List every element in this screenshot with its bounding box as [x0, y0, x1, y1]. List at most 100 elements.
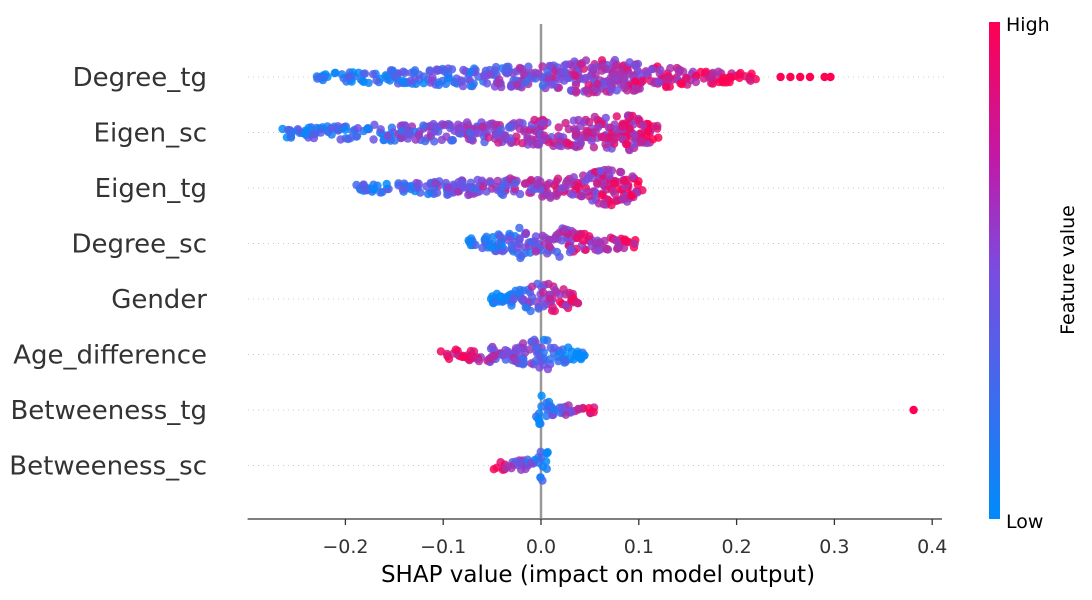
shap-dot: [554, 123, 563, 132]
shap-dot: [545, 294, 555, 303]
shap-dot: [362, 186, 371, 195]
shap-dot: [383, 75, 392, 84]
shap-dot: [527, 282, 537, 291]
shap-dot: [304, 123, 313, 133]
colorbar: High Low Feature value: [989, 14, 1079, 533]
feature-label: Eigen_tg: [95, 174, 207, 204]
shap-dot: [518, 360, 528, 369]
shap-dot: [502, 350, 511, 359]
shap-dot: [564, 401, 573, 410]
shap-dot: [478, 182, 488, 191]
shap-dot: [589, 143, 599, 152]
shap-dot: [521, 303, 530, 312]
shap-dot: [411, 135, 420, 144]
shap-dot: [458, 81, 468, 91]
shap-dot: [428, 73, 437, 82]
shap-dot: [465, 67, 475, 77]
shap-dot: [442, 132, 451, 141]
shap-dot: [585, 117, 594, 127]
shap-outlier-dot: [786, 72, 795, 82]
shap-dot: [560, 225, 569, 234]
shap-dot: [286, 133, 296, 142]
shap-dot: [451, 345, 460, 354]
shap-dot: [538, 81, 548, 90]
shap-dot: [630, 239, 639, 248]
shap-dot: [534, 304, 543, 313]
shap-dot: [616, 68, 625, 78]
shap-dot: [467, 135, 477, 144]
shap-dot: [526, 175, 536, 185]
shap-dot: [515, 63, 525, 73]
shap-dot: [353, 124, 362, 133]
shap-dot: [343, 134, 353, 144]
shap-dot: [442, 349, 452, 359]
shap-dot: [514, 243, 523, 252]
shap-dot: [531, 68, 540, 78]
shap-dot: [627, 191, 636, 201]
shap-dot: [511, 356, 520, 366]
shap-dot: [430, 137, 439, 146]
shap-dot: [501, 64, 511, 74]
shap-dot: [488, 233, 497, 242]
shap-dot: [601, 244, 610, 253]
shap-dot: [618, 195, 628, 204]
shap-dot: [492, 130, 501, 140]
shap-dot: [531, 247, 541, 256]
shap-dot: [551, 286, 560, 295]
shap-dot: [625, 124, 634, 133]
shap-dot: [587, 136, 596, 145]
shap-dot: [406, 76, 416, 86]
shap-dot: [573, 298, 582, 308]
shap-dot: [576, 59, 585, 69]
shap-dot: [469, 347, 479, 356]
shap-dot: [521, 228, 531, 238]
shap-dot: [652, 124, 662, 133]
shap-dot: [486, 344, 496, 353]
x-tick-label: −0.2: [322, 536, 368, 558]
shap-dot: [563, 138, 572, 147]
shap-dot: [584, 404, 594, 413]
shap-dot: [527, 337, 536, 346]
shap-dot: [404, 129, 414, 138]
shap-dot: [546, 355, 555, 364]
shap-dot: [540, 131, 549, 140]
shap-dot: [537, 72, 546, 82]
shap-dot: [480, 72, 489, 82]
shap-dot: [507, 464, 516, 473]
shap-dot: [506, 134, 515, 143]
shap-dot: [612, 76, 621, 85]
shap-dot: [383, 131, 392, 141]
shap-dot: [459, 352, 469, 361]
shap-dot: [557, 403, 566, 412]
shap-dot: [446, 123, 455, 133]
shap-dot: [521, 77, 531, 87]
shap-dot: [585, 191, 594, 201]
shap-dot: [550, 80, 559, 89]
shap-dot: [316, 128, 325, 137]
shap-dot: [466, 81, 475, 91]
shap-dot: [422, 182, 431, 191]
x-tick-label: −0.1: [420, 536, 466, 558]
shap-dot: [638, 121, 648, 130]
shap-dot: [633, 180, 642, 189]
shap-dot: [674, 65, 684, 75]
shap-outlier-dot: [805, 72, 815, 82]
x-axis-title: SHAP value (impact on model output): [381, 562, 815, 588]
shap-dot: [576, 192, 586, 201]
shap-dot: [654, 78, 664, 87]
shap-dot: [336, 135, 345, 144]
shap-dot: [587, 242, 597, 251]
shap-dot: [495, 231, 504, 241]
shap-dot: [382, 179, 391, 189]
shap-dot: [489, 351, 499, 360]
shap-dot: [622, 139, 632, 149]
shap-dot: [656, 65, 665, 75]
shap-dot: [542, 449, 551, 458]
shap-dot: [456, 126, 466, 135]
shap-dot: [399, 179, 409, 188]
shap-dot: [682, 73, 691, 83]
shap-dot: [574, 404, 583, 414]
shap-dot: [621, 236, 631, 246]
shap-dot: [419, 79, 428, 88]
shap-outlier-dot: [820, 72, 829, 82]
